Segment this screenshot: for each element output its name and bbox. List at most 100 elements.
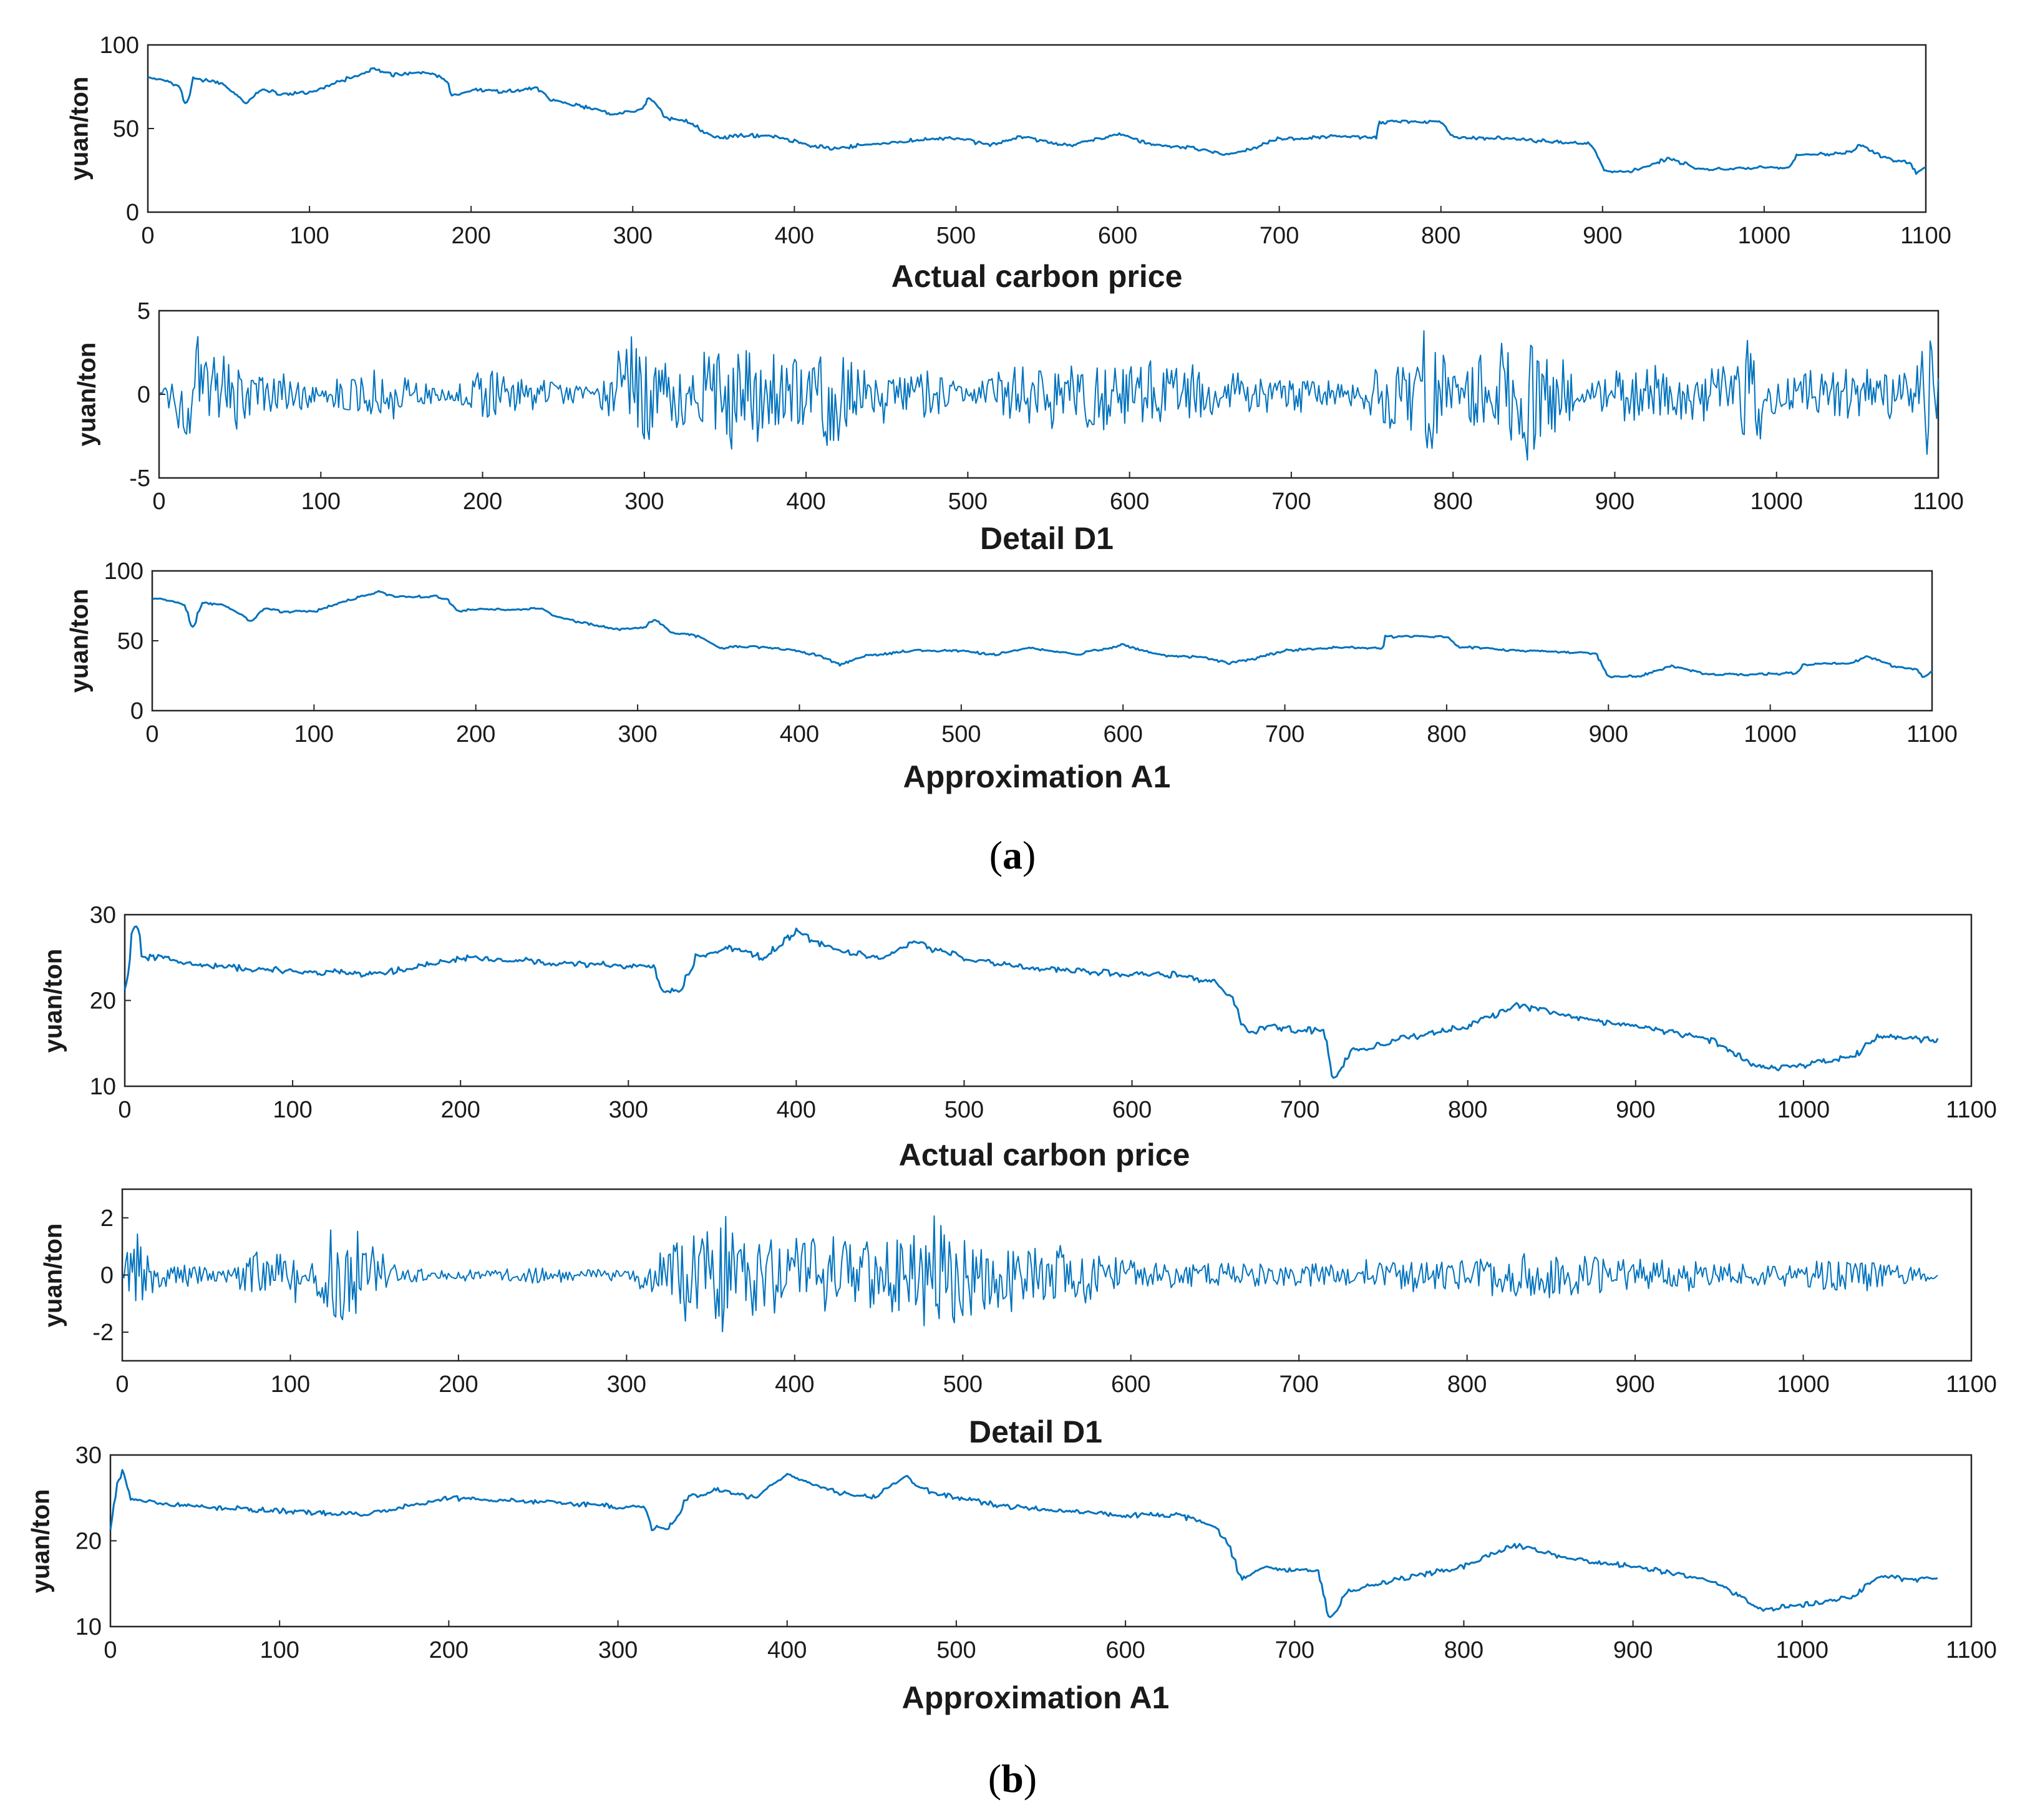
series-line [147,67,1926,175]
panel-b-chart-2: 0 100 200 300 400 500 600 700 800 900 1000 1100 -20… [40,1188,1997,1449]
chart-title: Actual carbon price [891,259,1183,294]
panel-label-letter: a [1003,833,1022,877]
y-tick-label: 100 [104,558,143,585]
y-tick-label: 0 [130,698,143,724]
panel-label-open: ( [988,1756,1001,1801]
series-line [158,330,1939,461]
x-tick-label: 500 [941,721,981,747]
x-tick-label: 900 [1613,1637,1653,1663]
x-tick-label: 200 [463,489,502,515]
chart-title: Approximation A1 [902,1680,1170,1715]
x-tick-label: 400 [775,1371,814,1398]
y-tick-label: -2 [92,1320,114,1346]
y-axis-label: yuan/ton [40,1224,67,1328]
x-tick-label: 200 [429,1637,469,1663]
x-tick-label: 700 [1280,1097,1319,1123]
x-tick-label: 600 [1105,1637,1145,1663]
panel-label-a: (a) [989,833,1036,877]
y-tick-label: 0 [137,382,150,408]
x-tick-label: 500 [936,1637,976,1663]
y-tick-labels: 10 20 30 [75,1443,117,1640]
x-tick-label: 200 [440,1097,480,1123]
series-line [122,1215,1938,1333]
x-tick-labels: 0 100 200 300 400 500 600 700 800 900 1000 1100 [152,472,1964,515]
y-tick-labels: 0 50 100 [104,558,158,724]
x-tick-label: 300 [598,1637,638,1663]
y-tick-labels: 0 50 100 [100,32,154,226]
x-tick-labels: 0 100 200 300 400 500 600 700 800 900 1000 1100 [115,1355,1997,1398]
y-axis-label: yuan/ton [40,949,67,1053]
x-tick-label: 0 [145,721,158,747]
x-tick-label: 1000 [1777,1371,1830,1398]
y-axis-label: yuan/ton [74,343,101,447]
x-tick-label: 400 [786,489,825,515]
panel-label-open: ( [989,833,1003,877]
series-line [124,925,1939,1079]
y-tick-label: 0 [100,1263,114,1289]
x-tick-label: 0 [152,489,165,515]
x-tick-label: 300 [609,1097,648,1123]
chart-title: Actual carbon price [899,1137,1190,1172]
x-tick-label: 1100 [1946,1371,1997,1398]
x-tick-label: 100 [273,1097,312,1123]
y-tick-label: 30 [75,1443,102,1469]
x-tick-label: 700 [1275,1637,1314,1663]
y-tick-labels: -5 0 5 [129,298,165,492]
x-tick-label: 800 [1448,1097,1487,1123]
x-tick-label: 1100 [1946,1097,1997,1123]
x-tick-label: 800 [1433,489,1472,515]
x-tick-label: 700 [1260,223,1299,249]
series-line [152,590,1933,679]
x-tick-label: 500 [943,1371,983,1398]
panel-a-chart-1: 0 100 200 300 400 500 600 700 800 900 1000 1100 0 50… [66,32,1951,294]
y-axis-label: yuan/ton [27,1489,55,1594]
x-tick-label: 200 [439,1371,478,1398]
x-tick-label: 400 [775,223,814,249]
x-tick-label: 400 [767,1637,807,1663]
x-tick-label: 600 [1103,721,1142,747]
x-tick-label: 900 [1589,721,1628,747]
x-tick-label: 700 [1279,1371,1318,1398]
x-tick-label: 1100 [1946,1637,1997,1663]
x-tick-label: 1100 [1913,489,1964,515]
x-tick-label: 1100 [1906,721,1958,747]
y-tick-label: 2 [100,1205,114,1232]
y-tick-label: 20 [90,988,116,1015]
x-tick-label: 600 [1111,1371,1150,1398]
x-tick-label: 1000 [1750,489,1803,515]
x-tick-label: 1000 [1738,223,1791,249]
y-tick-label: 20 [75,1529,102,1555]
y-tick-label: 50 [113,116,139,142]
chart-title: Detail D1 [980,521,1114,556]
x-tick-labels: 0 100 200 300 400 500 600 700 800 900 1000 1100 [141,206,1951,249]
y-axis-label: yuan/ton [66,77,94,181]
x-tick-label: 300 [618,721,657,747]
x-tick-label: 0 [118,1097,131,1123]
x-tick-label: 900 [1595,489,1634,515]
y-tick-label: 100 [100,32,139,59]
series-line [109,1469,1938,1618]
x-tick-label: 600 [1098,223,1137,249]
y-tick-label: 50 [117,628,143,655]
x-tick-label: 500 [936,223,976,249]
x-tick-labels: 0 100 200 300 400 500 600 700 800 900 1000 1100 [118,1080,1997,1123]
y-axis-label: yuan/ton [66,589,94,693]
x-tick-label: 100 [289,223,329,249]
x-tick-label: 200 [456,721,495,747]
y-tick-label: 0 [126,200,139,226]
x-tick-labels: 0 100 200 300 400 500 600 700 800 900 1000 1100 [104,1620,1997,1663]
x-tick-label: 1000 [1776,1637,1829,1663]
x-tick-label: 1000 [1744,721,1797,747]
x-tick-label: 1000 [1777,1097,1830,1123]
x-tick-label: 600 [1110,489,1149,515]
x-tick-label: 800 [1444,1637,1484,1663]
panel-label-b: (b) [988,1756,1037,1801]
x-tick-label: 300 [624,489,664,515]
panel-b-chart-1: 0 100 200 300 400 500 600 700 800 900 1000 1100 10 2… [40,902,1997,1172]
x-tick-label: 100 [301,489,341,515]
x-tick-label: 100 [294,721,334,747]
x-tick-label: 0 [141,223,154,249]
chart-title: Approximation A1 [903,759,1171,794]
x-tick-label: 200 [451,223,490,249]
x-tick-label: 800 [1427,721,1466,747]
